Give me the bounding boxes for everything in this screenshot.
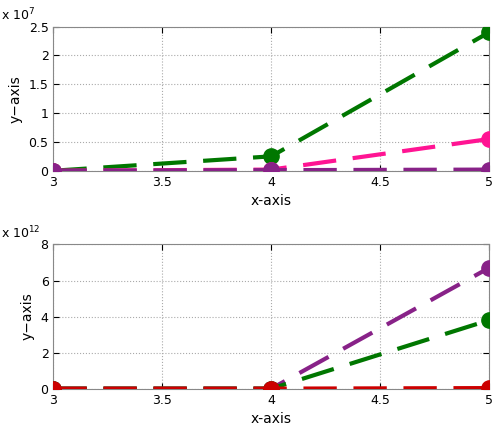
Text: x 10$^{12}$: x 10$^{12}$ — [1, 225, 40, 242]
X-axis label: x-axis: x-axis — [251, 412, 292, 426]
Text: x 10$^7$: x 10$^7$ — [1, 7, 35, 24]
X-axis label: x-axis: x-axis — [251, 194, 292, 208]
Y-axis label: y−axis: y−axis — [21, 293, 35, 340]
Y-axis label: y−axis: y−axis — [9, 75, 23, 123]
